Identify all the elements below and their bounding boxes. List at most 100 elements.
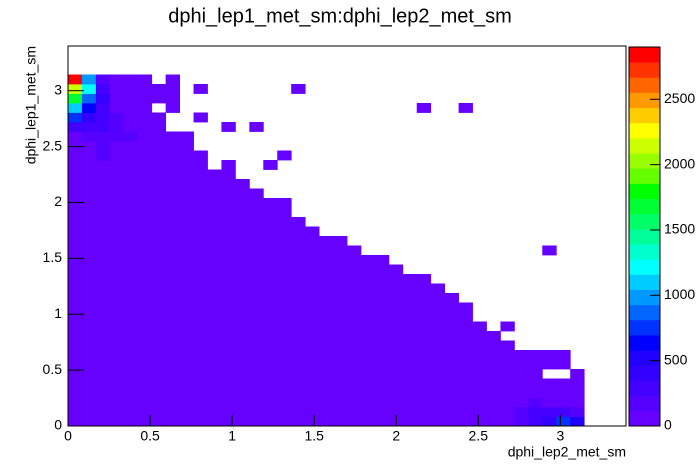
heat-cell (584, 75, 598, 85)
heat-cell (151, 331, 167, 341)
heat-cell (123, 150, 139, 161)
heat-cell (68, 350, 83, 360)
heat-cell (305, 416, 320, 427)
heat-cell (375, 113, 389, 123)
heat-cell (459, 84, 473, 94)
heat-cell (570, 122, 584, 132)
heat-cell (500, 388, 515, 398)
heat-cell (193, 407, 208, 417)
heat-cell (179, 293, 194, 303)
heat-cell (528, 94, 542, 104)
heat-cell (417, 132, 431, 142)
heat-cell (388, 378, 404, 389)
heat-cell (514, 236, 528, 246)
color-bar-band (629, 77, 660, 93)
heat-cell (193, 160, 208, 170)
heat-cell (444, 302, 459, 313)
heat-cell (221, 113, 235, 123)
heat-cell (473, 179, 487, 189)
heat-cell (137, 340, 153, 351)
heat-cell (570, 369, 585, 379)
heat-cell (193, 112, 208, 123)
heat-cell (95, 274, 111, 284)
heat-cell (500, 122, 514, 132)
heat-cell (402, 321, 418, 332)
heat-cell (277, 321, 292, 332)
heat-cell (528, 198, 542, 208)
heat-cell (612, 312, 626, 322)
heat-cell (165, 217, 180, 227)
color-bar-band (629, 335, 660, 351)
heat-cell (528, 151, 542, 161)
heat-cell (360, 350, 376, 360)
heat-cell (361, 132, 375, 142)
heat-cell (459, 75, 473, 85)
heat-cell (179, 369, 194, 379)
heat-cell (277, 388, 292, 398)
heat-cell (361, 236, 375, 246)
heat-cell (235, 407, 250, 417)
heat-cell (458, 407, 473, 417)
heat-cell (333, 160, 347, 170)
heat-cell (235, 302, 250, 313)
heat-cell (333, 274, 348, 284)
color-bar-band (629, 92, 660, 109)
heat-cell (431, 132, 445, 142)
heat-cell (193, 350, 208, 360)
heat-cell (375, 227, 389, 237)
heat-cell (444, 397, 459, 408)
heat-cell (374, 274, 390, 284)
heat-cell (444, 331, 459, 341)
heat-cell (221, 340, 236, 351)
heat-cell (570, 246, 584, 256)
heat-cell (109, 141, 125, 151)
heat-cell (374, 350, 390, 360)
heat-cell (431, 217, 445, 227)
heat-cell (598, 141, 612, 151)
heat-cell (166, 122, 180, 132)
heat-cell (151, 255, 167, 265)
heat-cell (402, 350, 418, 360)
heat-cell (361, 208, 375, 218)
heat-cell (542, 227, 556, 237)
y-tick-label: 2.5 (43, 137, 63, 153)
heat-cell (528, 179, 542, 189)
heat-cell (81, 255, 97, 265)
heat-cell (221, 378, 236, 389)
heat-cell (319, 388, 334, 398)
heat-cell (598, 179, 612, 189)
heat-cell (473, 122, 487, 132)
heat-cell (570, 217, 584, 227)
heat-cell (389, 103, 403, 113)
heat-cell (235, 226, 250, 237)
heat-cell (249, 264, 264, 275)
heat-cell (361, 170, 375, 180)
heat-cell (556, 151, 570, 161)
heat-cell (207, 255, 222, 265)
heat-cell (166, 56, 180, 66)
heat-cell (500, 359, 515, 370)
heat-cell (319, 274, 334, 284)
heat-cell (165, 160, 180, 170)
heat-cell (179, 274, 194, 284)
heat-cell (542, 103, 556, 113)
heat-cell (514, 341, 528, 351)
heat-cell (612, 217, 626, 227)
heat-cell (584, 236, 598, 246)
heat-cell (81, 302, 97, 313)
heat-cell (487, 56, 501, 66)
heat-cell (584, 388, 598, 398)
heat-cell (123, 141, 139, 151)
heat-cell (291, 359, 306, 370)
heat-cell (347, 331, 362, 341)
color-bar-label: 0 (664, 417, 672, 433)
heat-cell (263, 65, 277, 75)
heat-cell (151, 141, 167, 151)
heat-cell (542, 350, 557, 360)
heat-cell (249, 321, 264, 332)
heat-cell (193, 150, 208, 161)
heat-cell (612, 56, 626, 66)
heat-cell (68, 217, 83, 227)
heat-cell (556, 369, 570, 379)
